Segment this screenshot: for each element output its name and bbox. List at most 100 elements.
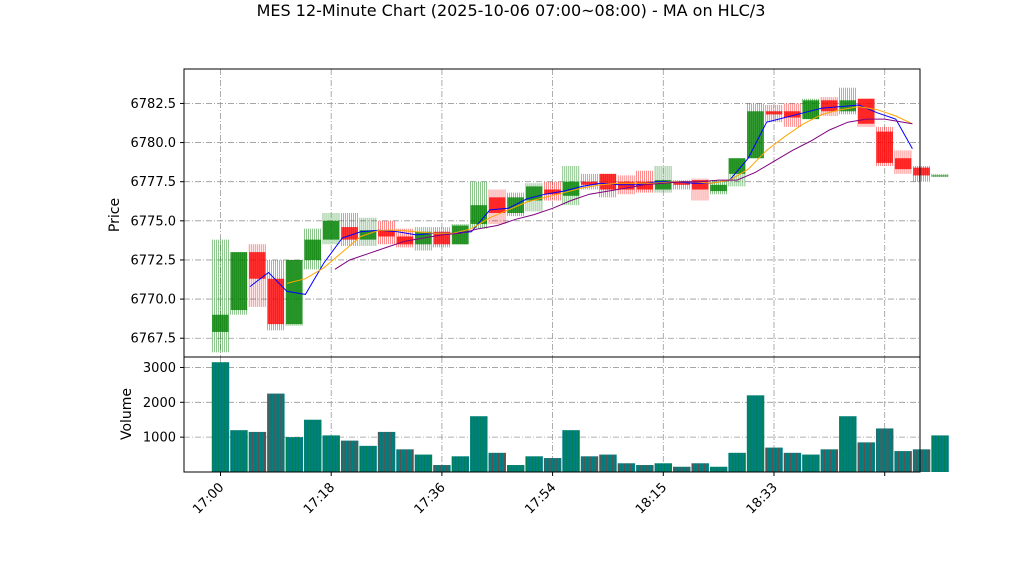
x-tick-label: 17:00 — [190, 480, 227, 517]
candle-body — [525, 186, 543, 201]
price-axis-label: Price — [107, 198, 123, 232]
volume-panel: 1000 2000 3000 — [143, 356, 949, 473]
volume-bar — [765, 447, 783, 472]
volume-bar-fill — [673, 466, 691, 472]
moving-average-line — [334, 118, 913, 270]
volume-bar-fill — [580, 456, 599, 472]
volume-bar-fill — [230, 430, 248, 472]
candle-body — [931, 175, 949, 177]
volume-bar-fill — [654, 463, 673, 472]
candle — [931, 173, 949, 177]
candle-body — [691, 180, 709, 190]
volume-bar — [322, 435, 340, 472]
candle — [802, 98, 820, 120]
candle — [230, 252, 248, 315]
price-tick-label: 6780.0 — [131, 136, 177, 151]
candle-body — [618, 181, 635, 190]
candle — [304, 228, 321, 270]
candle — [470, 181, 488, 229]
volume-bar-fill — [433, 465, 451, 472]
x-tick-label: 17:18 — [301, 480, 338, 517]
candle-body — [452, 225, 469, 245]
candle — [654, 166, 672, 193]
candle — [267, 259, 285, 331]
volume-bar — [396, 449, 414, 472]
volume-bar — [931, 435, 949, 472]
volume-bar-fill — [285, 437, 304, 472]
volume-bar-fill — [691, 463, 709, 472]
candle-body — [821, 100, 838, 112]
candle-body — [784, 111, 801, 118]
price-tick-label: 6775.0 — [131, 214, 177, 229]
volume-bar — [636, 465, 654, 472]
volume-bar — [654, 463, 673, 472]
x-tick-label: 18:15 — [633, 480, 670, 517]
candle-body — [728, 158, 746, 174]
volume-bar — [820, 449, 839, 472]
volume-bar — [433, 465, 451, 472]
volume-bar-fill — [839, 416, 857, 472]
volume-bar — [470, 416, 488, 472]
volume-tick-label: 3000 — [143, 361, 176, 376]
volume-bar-fill — [414, 454, 433, 472]
candle — [913, 166, 930, 182]
volume-bar-fill — [248, 431, 267, 472]
volume-bar — [691, 463, 709, 472]
volume-bar-fill — [875, 428, 894, 472]
volume-bar — [580, 456, 599, 472]
candle — [636, 170, 654, 193]
candle-body — [747, 111, 764, 159]
candle-body — [876, 131, 893, 163]
volume-bar-fill — [304, 419, 322, 472]
volume-bar — [451, 456, 470, 472]
volume-panel-frame — [183, 356, 921, 473]
candle-body — [359, 230, 377, 240]
x-tick-label: 17:54 — [522, 480, 559, 517]
volume-bar-fill — [488, 452, 506, 472]
volume-bar-fill — [340, 440, 359, 472]
volume-bar — [414, 454, 433, 472]
volume-bar — [728, 452, 746, 472]
volume-bar-fill — [820, 449, 839, 472]
volume-bar — [912, 449, 931, 472]
volume-bar-fill — [562, 430, 580, 472]
candle — [765, 105, 783, 123]
chart-title: MES 12-Minute Chart (2025-10-06 07:00~08… — [256, 1, 766, 20]
volume-bar-fill — [912, 449, 931, 472]
volume-bar — [506, 465, 525, 472]
candle — [507, 192, 524, 217]
candle — [322, 213, 340, 245]
volume-bar-fill — [470, 416, 488, 472]
candle — [728, 158, 746, 187]
volume-bar-fill — [322, 435, 340, 472]
price-panel: 6767.5 6770.0 6772.5 6775.0 6777.5 6780.0 6782… — [131, 68, 949, 358]
volume-bar — [304, 419, 322, 472]
candle — [747, 103, 764, 159]
volume-bar-fill — [728, 452, 746, 472]
candle — [857, 98, 875, 127]
candle — [378, 220, 395, 245]
candle — [211, 239, 229, 353]
volume-bar — [562, 430, 580, 472]
volume-bar — [599, 454, 617, 472]
volume-bar — [377, 431, 396, 472]
price-tick-label: 6767.5 — [131, 332, 177, 347]
volume-tick-label: 1000 — [143, 431, 176, 446]
volume-bar-fill — [543, 458, 562, 472]
candle-body — [765, 111, 783, 115]
volume-bar — [894, 451, 912, 472]
volume-bar-fill — [359, 445, 377, 472]
volume-bar-fill — [931, 435, 949, 472]
volume-bar — [802, 454, 820, 472]
price-tick-label: 6782.5 — [131, 97, 177, 112]
volume-tick-label: 2000 — [143, 396, 176, 411]
volume-bar — [340, 440, 359, 472]
candle — [562, 166, 580, 206]
candle-body — [581, 181, 598, 185]
volume-bar-fill — [802, 454, 820, 472]
candle — [876, 126, 893, 167]
volume-bar — [248, 431, 267, 472]
volume-bar-fill — [783, 452, 802, 472]
candle-body — [489, 197, 506, 213]
